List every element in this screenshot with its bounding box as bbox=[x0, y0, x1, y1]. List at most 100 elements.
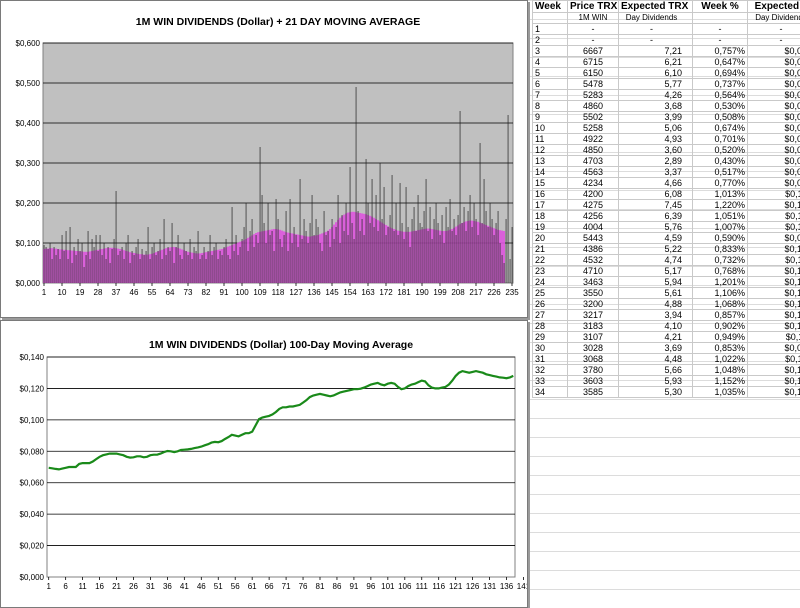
table-cell[interactable]: 4386 bbox=[567, 242, 619, 255]
table-cell[interactable]: $0,095 bbox=[747, 231, 800, 244]
table-cell[interactable]: - bbox=[692, 33, 748, 46]
table-cell[interactable]: 3183 bbox=[567, 319, 619, 332]
table-cell[interactable]: $0,053 bbox=[747, 165, 800, 178]
table-cell[interactable]: 11 bbox=[532, 132, 568, 145]
table-cell[interactable]: 0,902% bbox=[692, 319, 748, 332]
header-expected-trx[interactable]: Expected TRX bbox=[618, 0, 693, 13]
header-expected-dollar[interactable]: Expected $ bbox=[747, 0, 800, 13]
table-cell[interactable]: - bbox=[747, 33, 800, 46]
table-cell[interactable]: - bbox=[618, 33, 693, 46]
table-cell[interactable]: 4,10 bbox=[618, 319, 693, 332]
table-cell[interactable]: - bbox=[567, 33, 619, 46]
table-cell[interactable]: 5,77 bbox=[618, 77, 693, 90]
table-cell[interactable]: 0,647% bbox=[692, 55, 748, 68]
table-cell[interactable]: 5,94 bbox=[618, 275, 693, 288]
table-cell[interactable]: $0,172 bbox=[747, 286, 800, 299]
table-cell[interactable]: 4703 bbox=[567, 154, 619, 167]
table-cell[interactable]: $0,133 bbox=[747, 297, 800, 310]
table-cell[interactable]: 6,39 bbox=[618, 209, 693, 222]
table-cell[interactable]: $0,082 bbox=[747, 121, 800, 134]
table-cell[interactable]: 1,201% bbox=[692, 275, 748, 288]
table-cell[interactable]: $0,107 bbox=[747, 319, 800, 332]
table-cell[interactable]: 9 bbox=[532, 110, 568, 123]
table-cell[interactable]: 4,66 bbox=[618, 176, 693, 189]
table-cell[interactable]: 29 bbox=[532, 330, 568, 343]
table-cell[interactable]: 3 bbox=[532, 44, 568, 57]
table-cell[interactable]: 2,89 bbox=[618, 154, 693, 167]
table-cell[interactable]: 5,61 bbox=[618, 286, 693, 299]
table-cell[interactable]: 0,430% bbox=[692, 154, 748, 167]
header-week[interactable]: Week bbox=[532, 0, 568, 13]
table-cell[interactable]: 1,068% bbox=[692, 297, 748, 310]
table-cell[interactable]: 3,69 bbox=[618, 341, 693, 354]
table-cell[interactable]: 0,517% bbox=[692, 165, 748, 178]
table-cell[interactable]: 5478 bbox=[567, 77, 619, 90]
table-cell[interactable]: $0,149 bbox=[747, 374, 800, 387]
table-cell[interactable]: 4850 bbox=[567, 143, 619, 156]
table-cell[interactable]: 0,949% bbox=[692, 330, 748, 343]
table-cell[interactable]: 4,21 bbox=[618, 330, 693, 343]
table-cell[interactable]: 26 bbox=[532, 297, 568, 310]
subheader-price-trx[interactable]: 1M WIN bbox=[567, 12, 619, 24]
table-cell[interactable]: 3200 bbox=[567, 297, 619, 310]
table-cell[interactable]: $0,094 bbox=[747, 44, 800, 57]
table-cell[interactable]: 6,10 bbox=[618, 66, 693, 79]
table-cell[interactable]: 3,60 bbox=[618, 143, 693, 156]
table-cell[interactable]: 18 bbox=[532, 209, 568, 222]
table-cell[interactable]: 4256 bbox=[567, 209, 619, 222]
table-cell[interactable]: 28 bbox=[532, 319, 568, 332]
table-cell[interactable]: $0,061 bbox=[747, 88, 800, 101]
table-cell[interactable]: 3068 bbox=[567, 352, 619, 365]
table-cell[interactable]: 0,508% bbox=[692, 110, 748, 123]
table-cell[interactable]: 4,74 bbox=[618, 253, 693, 266]
table-cell[interactable]: 4,88 bbox=[618, 297, 693, 310]
table-cell[interactable]: 5,17 bbox=[618, 264, 693, 277]
table-cell[interactable]: 1,035% bbox=[692, 385, 748, 398]
table-cell[interactable]: $0,056 bbox=[747, 99, 800, 112]
table-cell[interactable]: $0,146 bbox=[747, 363, 800, 376]
table-cell[interactable]: 3585 bbox=[567, 385, 619, 398]
table-cell[interactable]: 5,30 bbox=[618, 385, 693, 398]
table-cell[interactable]: 3,94 bbox=[618, 308, 693, 321]
table-cell[interactable]: 1,106% bbox=[692, 286, 748, 299]
table-cell[interactable]: 4275 bbox=[567, 198, 619, 211]
table-cell[interactable]: $0,130 bbox=[747, 198, 800, 211]
table-cell[interactable]: 2 bbox=[532, 33, 568, 46]
subheader-expected-trx[interactable]: Day Dividends bbox=[618, 12, 693, 24]
table-cell[interactable]: 4922 bbox=[567, 132, 619, 145]
table-cell[interactable]: 32 bbox=[532, 363, 568, 376]
table-cell[interactable]: 3550 bbox=[567, 286, 619, 299]
table-cell[interactable]: $0,047 bbox=[747, 154, 800, 167]
table-cell[interactable]: 4,48 bbox=[618, 352, 693, 365]
table-cell[interactable]: 30 bbox=[532, 341, 568, 354]
table-cell[interactable]: 4 bbox=[532, 55, 568, 68]
table-cell[interactable]: $0,095 bbox=[747, 341, 800, 354]
table-cell[interactable]: 25 bbox=[532, 286, 568, 299]
table-cell[interactable]: $0,081 bbox=[747, 176, 800, 189]
table-cell[interactable]: 5,93 bbox=[618, 374, 693, 387]
table-cell[interactable]: 0,701% bbox=[692, 132, 748, 145]
table-cell[interactable]: 0,857% bbox=[692, 308, 748, 321]
table-cell[interactable]: $0,112 bbox=[747, 220, 800, 233]
chart-21day-moving-average[interactable]: 1M WIN DIVIDENDS (Dollar) + 21 DAY MOVIN… bbox=[0, 0, 528, 318]
chart-100day-moving-average[interactable]: 1M WIN DIVIDENDS (Dollar) 100-Day Moving… bbox=[0, 320, 528, 608]
table-cell[interactable]: $0,104 bbox=[747, 308, 800, 321]
table-cell[interactable]: $0,133 bbox=[747, 385, 800, 398]
table-cell[interactable]: 10 bbox=[532, 121, 568, 134]
table-cell[interactable]: 12 bbox=[532, 143, 568, 156]
table-cell[interactable]: 3603 bbox=[567, 374, 619, 387]
table-cell[interactable]: $0,145 bbox=[747, 242, 800, 255]
table-cell[interactable]: 1,007% bbox=[692, 220, 748, 233]
table-cell[interactable]: 3,37 bbox=[618, 165, 693, 178]
table-cell[interactable]: 3028 bbox=[567, 341, 619, 354]
table-cell[interactable]: 19 bbox=[532, 220, 568, 233]
table-cell[interactable]: $0,077 bbox=[747, 55, 800, 68]
table-cell[interactable]: 13 bbox=[532, 154, 568, 167]
subheader-week[interactable] bbox=[532, 12, 568, 24]
table-cell[interactable]: 1,013% bbox=[692, 187, 748, 200]
table-cell[interactable]: 0,770% bbox=[692, 176, 748, 189]
table-cell[interactable]: 0,694% bbox=[692, 66, 748, 79]
table-cell[interactable]: $0,089 bbox=[747, 77, 800, 90]
table-cell[interactable]: 0,732% bbox=[692, 253, 748, 266]
table-cell[interactable]: $0,091 bbox=[747, 132, 800, 145]
